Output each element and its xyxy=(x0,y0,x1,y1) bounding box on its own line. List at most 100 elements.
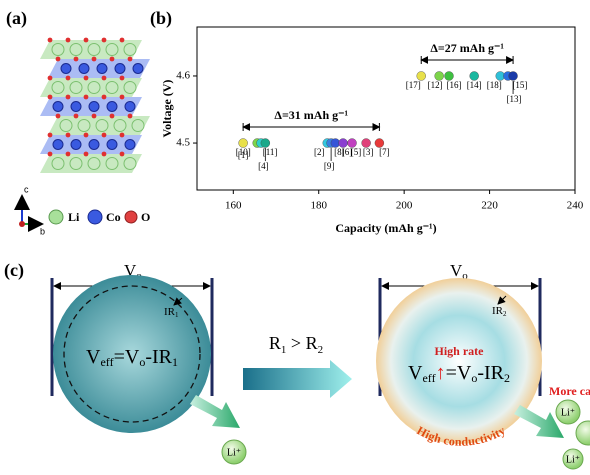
data-point xyxy=(509,71,518,80)
y-tick-label: 4.5 xyxy=(176,137,190,149)
point-label: [9] xyxy=(324,161,335,171)
equation: Veff=Vo-IR1 xyxy=(86,346,178,369)
o-atom xyxy=(74,114,79,119)
o-atom xyxy=(74,57,79,62)
point-label: [7] xyxy=(379,147,390,157)
annotation: More cap xyxy=(549,384,590,398)
layer xyxy=(40,154,142,173)
ion-label: Li⁺ xyxy=(227,447,241,458)
o-atom xyxy=(66,152,71,157)
o-atom xyxy=(110,57,115,62)
o-atom xyxy=(48,76,53,81)
comparison: R1 > R2 xyxy=(269,333,323,355)
o-atom xyxy=(84,38,89,43)
legend-label: Li xyxy=(68,210,80,224)
point-label: [5] xyxy=(351,147,362,157)
o-atom xyxy=(120,38,125,43)
legend-label: Co xyxy=(106,210,121,224)
co-atom xyxy=(61,64,71,74)
o-atom xyxy=(48,95,53,100)
co-atom xyxy=(53,140,63,150)
co-atom xyxy=(71,140,81,150)
x-tick-label: 240 xyxy=(567,200,584,212)
o-atom xyxy=(66,95,71,100)
legend-label: O xyxy=(141,210,150,224)
point-label: [13] xyxy=(507,94,522,104)
o-atom xyxy=(102,133,107,138)
co-atom xyxy=(71,102,81,112)
point-label: [3] xyxy=(363,147,374,157)
x-tick-label: 200 xyxy=(396,200,413,212)
o-atom xyxy=(120,152,125,157)
co-atom xyxy=(107,140,117,150)
o-atom xyxy=(48,133,53,138)
co-atom xyxy=(107,102,117,112)
o-atom xyxy=(128,114,133,119)
o-atom xyxy=(84,76,89,81)
axis-letter: c xyxy=(24,184,29,194)
point-label: [4] xyxy=(258,161,269,171)
o-atom xyxy=(66,38,71,43)
co-atom xyxy=(89,140,99,150)
origin xyxy=(19,221,25,227)
point-label: [17] xyxy=(406,80,421,90)
o-atom xyxy=(92,114,97,119)
o-atom xyxy=(66,133,71,138)
panel-label: (a) xyxy=(6,8,27,29)
panel-label: (c) xyxy=(4,260,24,281)
annotation: Δ=27 mAh g⁻¹ xyxy=(430,41,504,55)
x-axis-label: Capacity (mAh g⁻¹) xyxy=(335,221,436,235)
legend-swatch xyxy=(49,210,63,224)
co-atom xyxy=(115,64,125,74)
o-atom xyxy=(66,76,71,81)
o-atom xyxy=(120,133,125,138)
layer xyxy=(40,40,142,59)
o-atom xyxy=(102,95,107,100)
panel-label: (b) xyxy=(150,8,172,29)
annotation: High rate xyxy=(435,344,485,358)
o-atom xyxy=(48,152,53,157)
o-atom xyxy=(102,76,107,81)
o-atom xyxy=(84,95,89,100)
co-atom xyxy=(97,64,107,74)
co-atom xyxy=(53,102,63,112)
legend-swatch xyxy=(88,210,102,224)
layer xyxy=(40,78,142,97)
ion-label: Li⁺ xyxy=(566,454,580,465)
axis-letter: b xyxy=(40,226,45,236)
point-label: [15] xyxy=(512,80,527,90)
point-label: [2] xyxy=(314,147,325,157)
o-atom xyxy=(102,152,107,157)
o-atom xyxy=(102,38,107,43)
co-atom xyxy=(125,102,135,112)
o-atom xyxy=(110,114,115,119)
co-atom xyxy=(89,102,99,112)
point-label: [12] xyxy=(428,80,443,90)
co-atom xyxy=(133,64,143,74)
ion-label: Li⁺ xyxy=(561,407,575,418)
co-atom xyxy=(125,140,135,150)
x-tick-label: 160 xyxy=(225,200,242,212)
point-label: [16] xyxy=(447,80,462,90)
o-atom xyxy=(48,38,53,43)
point-label: [14] xyxy=(467,80,482,90)
figure: (a) c b Li Co O (b) 160 180 200 220 240 4.5 4.… xyxy=(0,0,590,470)
point-label: [10] xyxy=(236,147,251,157)
o-atom xyxy=(56,114,61,119)
ion-arrow xyxy=(190,395,240,428)
transition-arrow xyxy=(243,360,352,398)
o-atom xyxy=(92,57,97,62)
point-label: [11] xyxy=(263,147,278,157)
y-tick-label: 4.6 xyxy=(176,69,190,81)
legend-swatch xyxy=(125,211,137,223)
o-atom xyxy=(120,95,125,100)
x-tick-label: 220 xyxy=(481,200,498,212)
o-atom xyxy=(84,133,89,138)
o-atom xyxy=(84,152,89,157)
crystal-structure xyxy=(40,38,150,173)
data-point xyxy=(261,139,270,148)
plot-frame xyxy=(197,27,575,190)
x-tick-label: 180 xyxy=(310,200,327,212)
o-atom xyxy=(56,57,61,62)
